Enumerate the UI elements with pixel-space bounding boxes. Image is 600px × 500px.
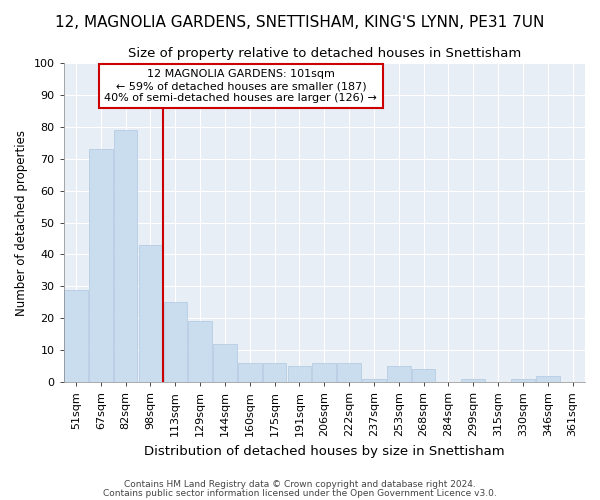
Bar [263, 363, 286, 382]
Bar [362, 379, 386, 382]
Text: Contains HM Land Registry data © Crown copyright and database right 2024.: Contains HM Land Registry data © Crown c… [124, 480, 476, 489]
Bar [387, 366, 410, 382]
Bar [114, 130, 137, 382]
Bar [213, 344, 237, 382]
Bar [461, 379, 485, 382]
Bar [89, 149, 113, 382]
Text: 12, MAGNOLIA GARDENS, SNETTISHAM, KING'S LYNN, PE31 7UN: 12, MAGNOLIA GARDENS, SNETTISHAM, KING'S… [55, 15, 545, 30]
Bar [64, 290, 88, 382]
Text: Contains public sector information licensed under the Open Government Licence v3: Contains public sector information licen… [103, 488, 497, 498]
Text: 12 MAGNOLIA GARDENS: 101sqm
← 59% of detached houses are smaller (187)
40% of se: 12 MAGNOLIA GARDENS: 101sqm ← 59% of det… [104, 70, 377, 102]
Title: Size of property relative to detached houses in Snettisham: Size of property relative to detached ho… [128, 48, 521, 60]
Y-axis label: Number of detached properties: Number of detached properties [15, 130, 28, 316]
Bar [287, 366, 311, 382]
Bar [188, 322, 212, 382]
Bar [412, 370, 436, 382]
X-axis label: Distribution of detached houses by size in Snettisham: Distribution of detached houses by size … [144, 444, 505, 458]
Bar [511, 379, 535, 382]
Bar [139, 245, 162, 382]
Bar [313, 363, 336, 382]
Bar [238, 363, 262, 382]
Bar [164, 302, 187, 382]
Bar [337, 363, 361, 382]
Bar [536, 376, 560, 382]
